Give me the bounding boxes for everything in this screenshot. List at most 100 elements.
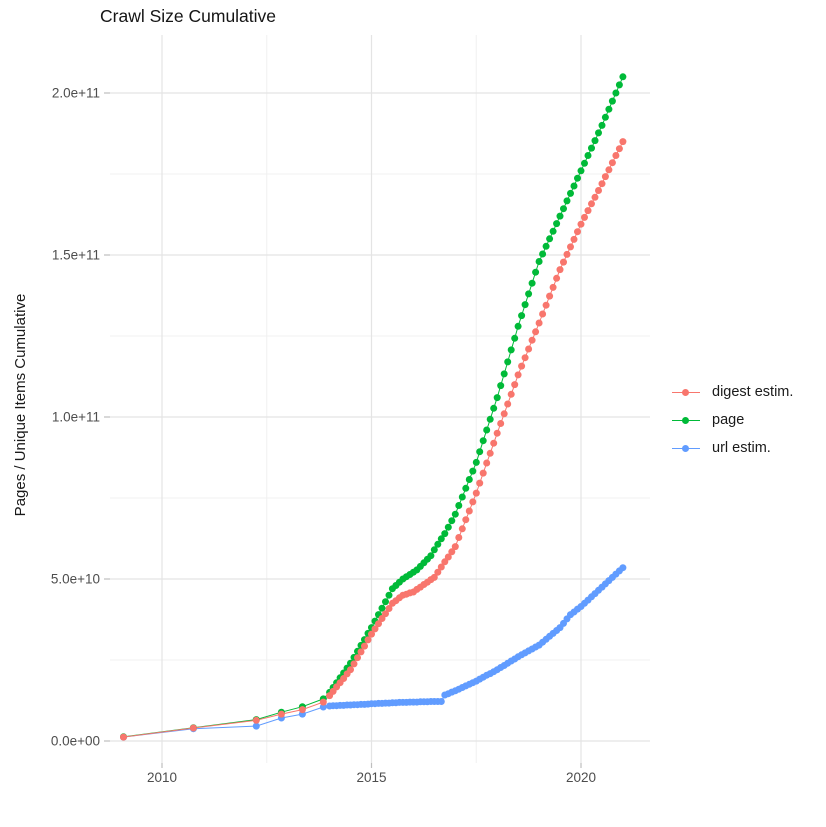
chart-title: Crawl Size Cumulative [100, 6, 277, 26]
data-point [490, 404, 498, 412]
y-tick-label: 2.0e+11 [52, 86, 100, 101]
data-point [605, 105, 613, 113]
x-tick-label: 2015 [356, 770, 386, 785]
data-point [368, 630, 375, 638]
data-point [385, 605, 393, 612]
data-point [493, 394, 501, 402]
data-point [601, 113, 609, 121]
y-axis-title: Pages / Unique Items Cumulative [12, 293, 29, 517]
data-point [563, 250, 571, 258]
data-point [479, 469, 487, 477]
data-point [427, 552, 435, 560]
data-point [542, 301, 550, 309]
data-point [612, 89, 620, 97]
data-point [615, 145, 623, 153]
data-point [539, 310, 547, 318]
data-point [378, 604, 386, 612]
series-line [123, 567, 624, 738]
legend-entry-url-estim: url estim. [670, 434, 793, 462]
data-point [361, 642, 368, 650]
data-point [577, 220, 585, 228]
data-point [507, 346, 515, 354]
data-point [486, 449, 494, 457]
data-point [252, 716, 260, 724]
data-point [448, 548, 456, 556]
data-point [574, 228, 581, 236]
data-point [528, 336, 536, 344]
data-point [601, 173, 609, 181]
data-point [567, 189, 574, 197]
data-point [375, 620, 382, 628]
data-point [619, 73, 627, 81]
data-point [553, 274, 561, 282]
legend-label: page [712, 412, 745, 428]
data-point [581, 159, 588, 167]
data-point [120, 733, 127, 741]
data-point [437, 698, 445, 705]
legend-entry-digest-estim: digest estim. [670, 378, 793, 406]
data-point [546, 292, 554, 300]
data-point [441, 558, 449, 566]
data-point [497, 382, 505, 390]
data-point [567, 243, 574, 251]
y-tick-label: 0.0e+00 [51, 734, 100, 749]
legend-key-icon [670, 413, 702, 427]
data-point [588, 144, 595, 152]
data-point [378, 615, 386, 622]
data-point [472, 489, 480, 497]
data-point [532, 268, 540, 276]
data-point [430, 546, 438, 554]
data-point [563, 197, 571, 205]
data-point [553, 220, 561, 228]
legend-key-dot [682, 444, 689, 452]
data-point [462, 484, 470, 492]
data-point [539, 250, 547, 258]
data-point [451, 510, 459, 518]
data-point [448, 517, 456, 525]
data-point [350, 660, 358, 668]
data-point [511, 334, 519, 342]
data-point [560, 205, 567, 213]
data-point [584, 207, 592, 215]
legend-key-dot [682, 416, 689, 424]
data-point [549, 283, 557, 291]
data-point [441, 530, 449, 538]
legend-key-icon [670, 441, 702, 455]
data-point [444, 553, 452, 561]
data-point [382, 598, 389, 606]
data-point [577, 167, 585, 175]
data-point [476, 479, 484, 487]
legend-label: digest estim. [712, 384, 794, 400]
data-point [479, 437, 487, 445]
data-point [455, 502, 463, 509]
data-point [319, 698, 327, 706]
data-point [591, 193, 599, 201]
data-point [570, 235, 578, 243]
data-point [546, 235, 554, 243]
data-point [465, 507, 473, 515]
data-point [364, 636, 372, 644]
data-point [500, 410, 508, 418]
data-point [591, 137, 599, 145]
legend: digest estim. page url estim. [670, 378, 793, 462]
data-point [581, 213, 588, 221]
data-point [511, 381, 519, 389]
data-point [528, 279, 536, 287]
data-point [608, 159, 616, 167]
data-point [608, 97, 616, 105]
data-point [347, 666, 354, 674]
data-point [535, 258, 543, 265]
data-point [507, 390, 515, 398]
y-tick-label: 1.0e+11 [52, 410, 100, 425]
data-point [605, 166, 613, 174]
data-point [612, 152, 620, 159]
y-tick-label: 5.0e+10 [51, 572, 100, 587]
data-point [619, 138, 627, 146]
data-point [455, 534, 463, 541]
x-tick-label: 2020 [566, 770, 596, 785]
data-point [525, 290, 533, 298]
data-point [493, 429, 501, 437]
